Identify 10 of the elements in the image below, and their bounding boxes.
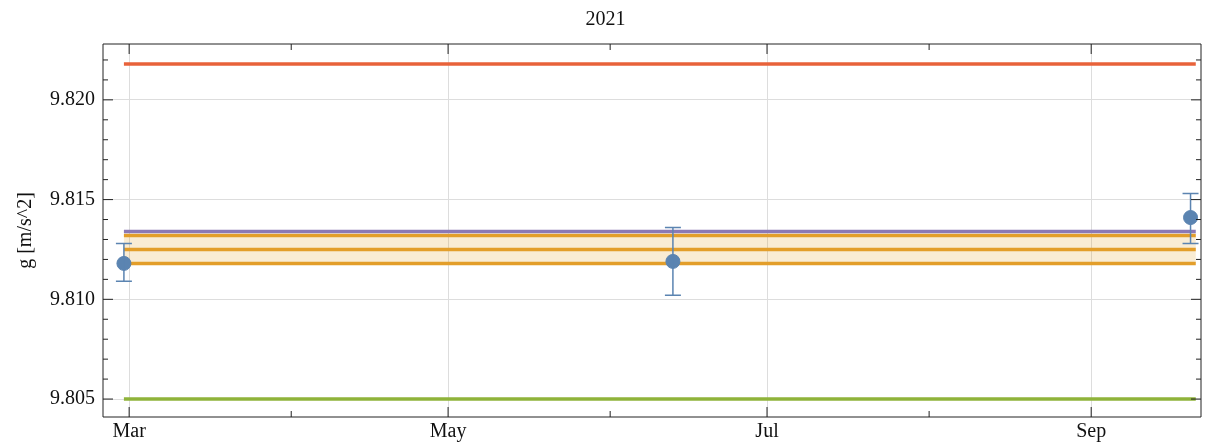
y-axis-title: g [m/s^2] xyxy=(13,192,37,269)
x-tick-label: Mar xyxy=(112,419,147,442)
chart-title: 2021 xyxy=(585,7,626,30)
x-tick-label: May xyxy=(429,419,467,443)
y-tick-label: 9.805 xyxy=(50,386,95,409)
x-tick-label: Jul xyxy=(755,419,780,442)
y-tick-label: 9.820 xyxy=(50,87,95,110)
y-tick-label: 9.810 xyxy=(50,286,95,309)
y-tick-label: 9.815 xyxy=(50,186,95,209)
x-tick-label: Sep xyxy=(1076,419,1107,443)
